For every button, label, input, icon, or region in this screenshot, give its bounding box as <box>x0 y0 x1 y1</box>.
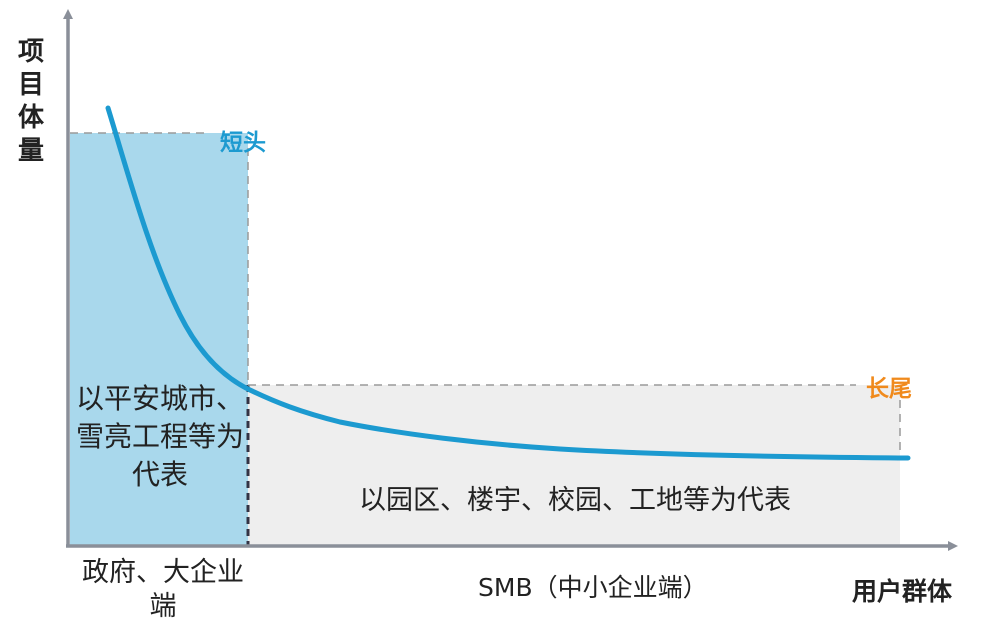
tail-region <box>248 385 900 546</box>
y-axis-label: 项目体量 <box>17 37 44 166</box>
head-region <box>70 133 248 546</box>
head-description: 以平安城市、雪亮工程等为代表 <box>75 382 244 491</box>
x-axis-label: 用户群体 <box>852 577 953 606</box>
head-category-label: 政府、大企业端 <box>82 557 244 622</box>
long-tail-curve <box>105 105 911 461</box>
tail-category-label: SMB（中小企业端） <box>478 573 708 602</box>
tail-description: 以园区、楼宇、校园、工地等为代表 <box>359 485 791 516</box>
head-tag: 短头 <box>220 130 266 156</box>
tail-tag: 长尾 <box>866 376 912 402</box>
